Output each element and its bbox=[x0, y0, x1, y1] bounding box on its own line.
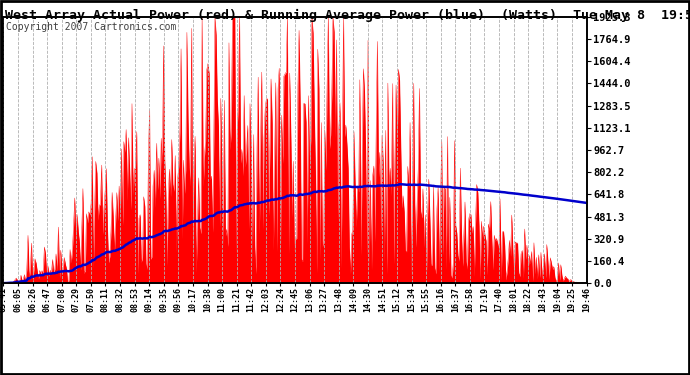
Text: Copyright 2007 Cartronics.com: Copyright 2007 Cartronics.com bbox=[6, 22, 177, 32]
Text: West Array Actual Power (red) & Running Average Power (blue)  (Watts)  Tue May 8: West Array Actual Power (red) & Running … bbox=[5, 9, 690, 22]
